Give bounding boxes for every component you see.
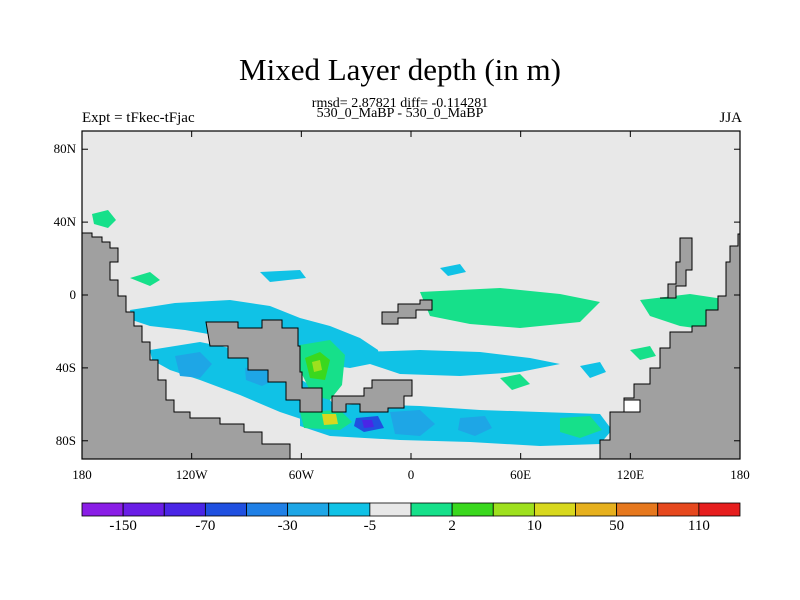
colorbar-label: 50 (609, 518, 625, 534)
colorbar-swatch (246, 502, 289, 517)
colorbar-swatch (81, 502, 124, 517)
plot-title: Mixed Layer depth (in m) (239, 52, 561, 87)
x-tick-label: 120E (616, 467, 645, 482)
season-label: JJA (719, 110, 742, 126)
y-tick-label: 0 (69, 287, 77, 302)
colorbar-swatch (369, 502, 412, 517)
y-tick-label: 40S (55, 359, 76, 375)
colorbar-swatch (657, 502, 700, 517)
colorbar-swatch (616, 502, 659, 517)
land-masses (82, 232, 740, 459)
plot-subtitle: 530_0_MaBP - 530_0_MaBP (316, 106, 484, 121)
stats-label: rmsd= 2.87821 diff= -0.114281 (311, 96, 489, 111)
colorbar-label: 110 (687, 518, 710, 534)
colorbar-swatch (451, 502, 494, 517)
colorbar-label: -30 (277, 518, 298, 534)
x-tick-label: 60E (510, 467, 532, 482)
colorbar-label: 2 (448, 518, 456, 534)
y-tick-label: 80S (55, 432, 76, 448)
x-tick-label: 60W (288, 467, 314, 482)
colorbar-swatch (698, 502, 741, 517)
experiment-label: Expt = tFkec-tFjac (82, 110, 195, 126)
colorbar-label: 10 (526, 518, 542, 534)
map-area (82, 131, 740, 459)
colorbar-swatch (122, 502, 165, 517)
colorbar-swatch (575, 502, 618, 517)
colorbar-swatch (163, 502, 206, 517)
colorbar-swatch (204, 502, 247, 517)
x-tick-label: 180 (72, 467, 92, 482)
colorbar-swatch (492, 502, 535, 517)
axis-ticks (81, 131, 741, 459)
y-tick-label: 40N (53, 214, 76, 230)
colorbar-swatch (328, 502, 371, 517)
colorbar-swatch (410, 502, 453, 517)
colorbar-swatch (287, 502, 330, 517)
colorbar (81, 502, 741, 517)
y-tick-label: 80N (53, 141, 76, 157)
colorbar-swatch (533, 502, 576, 517)
x-tick-label: 120W (175, 467, 208, 482)
colorbar-label: -70 (195, 518, 216, 534)
x-tick-label: 180 (730, 467, 750, 482)
colorbar-label: -150 (109, 518, 137, 534)
x-tick-label: 0 (407, 467, 415, 482)
colorbar-label: -5 (363, 518, 377, 534)
